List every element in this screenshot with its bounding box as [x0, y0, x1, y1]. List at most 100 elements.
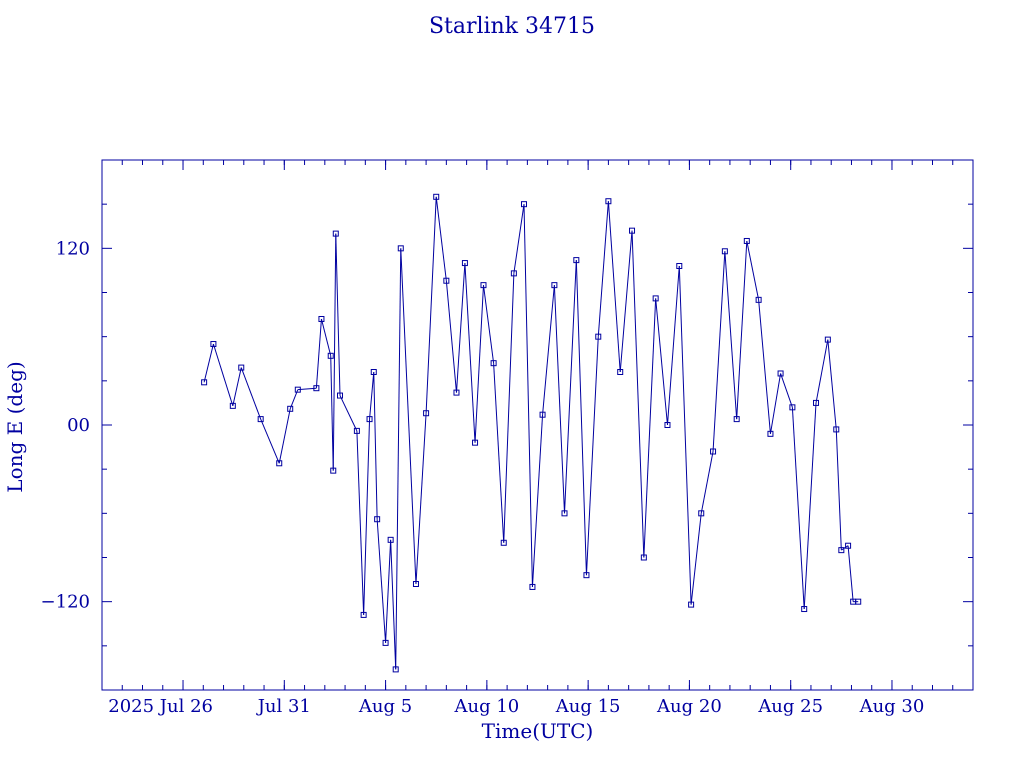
- series-line-segment: [212, 343, 234, 407]
- data-point: [710, 448, 717, 455]
- series-line-segment: [712, 251, 726, 452]
- data-point: [595, 333, 602, 340]
- data-point: [617, 369, 624, 375]
- series-line-segment: [690, 513, 702, 605]
- series-line-segment: [289, 389, 299, 409]
- series-line-segment: [369, 371, 375, 420]
- series-line-segment: [395, 248, 402, 670]
- x-axis-ticks: 2025 Jul 26 Jul 31 Aug 5 Aug 10 Aug 15 Aug 20…: [101, 160, 974, 717]
- data-point: [664, 422, 671, 428]
- data-point: [412, 581, 419, 587]
- series-line-segment: [564, 260, 577, 514]
- chart-title: Starlink 34715: [428, 14, 596, 39]
- series-line-segment: [769, 373, 782, 434]
- x-tick-label: Aug 10: [453, 696, 519, 717]
- series-line-segment: [815, 339, 829, 404]
- series-line-segment: [503, 273, 515, 543]
- plot-frame: [101, 159, 974, 691]
- series-line-segment: [791, 407, 805, 610]
- series-line-segment: [363, 419, 371, 615]
- data-point: [721, 248, 728, 255]
- data-point: [629, 227, 636, 234]
- y-axis-label: Long E (deg): [3, 361, 27, 492]
- data-point: [353, 427, 360, 434]
- series-line-segment: [232, 367, 242, 406]
- data-point: [276, 460, 283, 467]
- data-point: [510, 270, 517, 277]
- data-point: [490, 360, 497, 367]
- series-line-segment: [643, 298, 657, 558]
- series-line-segment: [542, 285, 555, 415]
- data-point: [313, 385, 320, 392]
- series-line-segment: [278, 408, 291, 464]
- series-line-segment: [335, 233, 341, 396]
- data-point: [845, 542, 852, 549]
- x-tick-label: Jul 31: [256, 696, 311, 717]
- series-line-segment: [597, 201, 609, 337]
- series-line-segment: [435, 196, 447, 281]
- series-line-segment: [607, 201, 621, 373]
- data-point: [472, 439, 479, 446]
- data-point: [287, 405, 294, 412]
- data-point: [561, 510, 568, 517]
- x-tick-label: Aug 25: [757, 696, 823, 717]
- series-line-segment: [400, 248, 417, 585]
- x-tick-label: Aug 30: [859, 696, 925, 717]
- data-point: [327, 352, 334, 359]
- series-line-segment: [390, 539, 397, 670]
- series-line-segment: [385, 539, 392, 643]
- data-point: [238, 364, 245, 371]
- series-line-segment: [803, 402, 817, 610]
- series-line-segment: [320, 318, 332, 356]
- series-line-segment: [455, 263, 466, 393]
- series-line-segment: [841, 545, 849, 551]
- series-line-segment: [445, 280, 457, 393]
- series-line-segment: [523, 204, 533, 587]
- data-point: [210, 341, 217, 348]
- data-point: [500, 539, 507, 546]
- data-point: [480, 282, 487, 289]
- data-point: [652, 295, 659, 302]
- series-line-segment: [356, 430, 365, 615]
- series-line-segment: [330, 355, 334, 471]
- data-point: [605, 198, 612, 205]
- data-point: [824, 336, 831, 343]
- series-line-segment: [373, 371, 378, 520]
- series-line-segment: [575, 260, 587, 576]
- data-point: [838, 547, 845, 554]
- series-line-segment: [203, 343, 214, 383]
- data-point: [539, 411, 546, 418]
- y-axis-ticks: −120 00 120: [41, 159, 973, 691]
- data-point: [676, 263, 683, 269]
- data-point: [755, 296, 762, 303]
- x-axis-label: Time(UTC): [482, 719, 594, 743]
- x-tick-label: Aug 5: [358, 696, 412, 717]
- data-point: [573, 257, 580, 264]
- series-line-segment: [847, 545, 854, 602]
- data-point: [443, 277, 450, 284]
- data-point: [529, 583, 536, 590]
- x-tick-label: Aug 20: [656, 696, 722, 717]
- y-tick-label: 00: [67, 415, 90, 436]
- y-tick-label: −120: [41, 592, 90, 613]
- data-point: [332, 230, 339, 237]
- data-point: [453, 389, 460, 396]
- data-point: [387, 536, 394, 543]
- data-point: [813, 399, 820, 406]
- series-line-segment: [260, 418, 280, 464]
- series-line-segment: [297, 387, 317, 391]
- data-point: [392, 666, 399, 673]
- series-line-segment: [827, 339, 837, 430]
- data-point: [733, 416, 740, 423]
- series-line-segment: [678, 265, 692, 605]
- data-point: [789, 404, 796, 411]
- data-point: [640, 554, 647, 561]
- data-point: [551, 282, 558, 289]
- series-line-segment: [746, 240, 760, 300]
- data-point: [337, 392, 344, 399]
- data-point: [767, 430, 774, 437]
- data-point: [423, 410, 430, 417]
- data-point: [318, 316, 325, 322]
- series-line-segment: [240, 367, 262, 420]
